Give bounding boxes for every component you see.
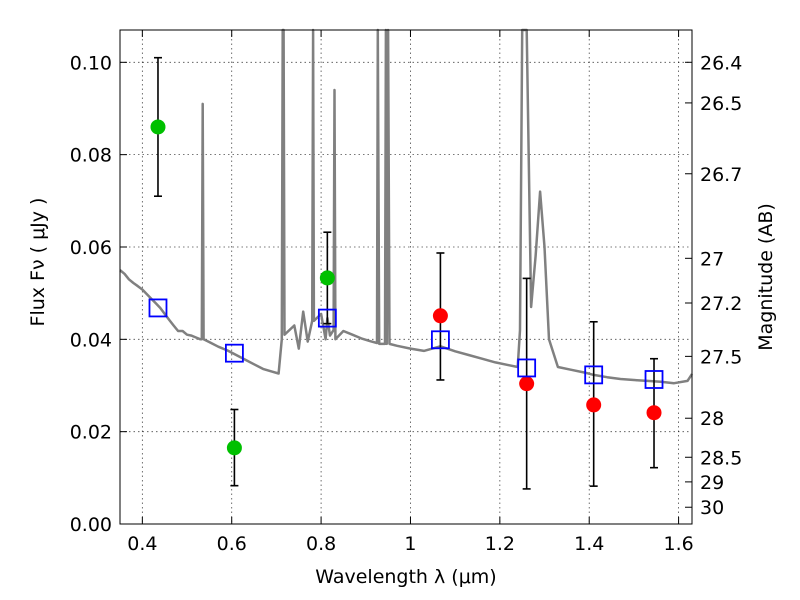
x-tick-label: 1.6 <box>663 533 693 555</box>
model-square-marker <box>431 330 450 350</box>
template-sed-line <box>119 28 694 385</box>
y-tick-label: 0.08 <box>70 145 112 167</box>
model-square-marker <box>224 343 244 363</box>
observed-red-point <box>519 376 535 392</box>
plot-frame <box>119 29 693 525</box>
magnitude-axis-ticks: 26.4 26.5 26.7 27 27.2 27.5 28 28.5 29 30 <box>685 52 742 519</box>
x-tick-label: 0.6 <box>217 533 247 555</box>
error-bars <box>153 56 659 490</box>
magnitude-tick-label: 26.4 <box>700 52 742 74</box>
magnitude-tick-label: 27 <box>700 248 724 270</box>
x-axis-ticks: 0.4 0.6 0.8 1 1.2 1.4 1.6 <box>127 30 694 555</box>
model-square-marker <box>517 358 537 378</box>
magnitude-tick-label: 27.5 <box>700 346 742 368</box>
x-tick-label: 1.2 <box>485 533 515 555</box>
y-tick-label: 0.06 <box>70 237 112 259</box>
template-sed-path <box>119 28 694 385</box>
model-square-marker <box>148 298 168 318</box>
magnitude-tick-label: 30 <box>700 497 724 519</box>
y-axis-label: Flux Fν ( μJy ) <box>27 198 49 327</box>
x-tick-label: 1 <box>404 533 416 555</box>
x-tick-label: 0.4 <box>127 533 157 555</box>
y-axis-ticks: 0.00 0.02 0.04 0.06 0.08 0.10 <box>70 52 127 536</box>
magnitude-axis-label: Magnitude (AB) <box>755 203 777 351</box>
model-square-marker <box>584 365 604 385</box>
magnitude-tick-label: 28.5 <box>700 447 742 469</box>
grid <box>120 30 692 525</box>
data-points <box>148 119 664 456</box>
magnitude-tick-label: 27.2 <box>700 293 742 315</box>
magnitude-tick-label: 28 <box>700 408 724 430</box>
y-tick-label: 0.00 <box>70 514 112 536</box>
x-tick-label: 0.8 <box>306 533 336 555</box>
magnitude-tick-label: 26.5 <box>700 93 742 115</box>
model-square-marker <box>317 308 337 328</box>
x-tick-label: 1.4 <box>574 533 604 555</box>
y-tick-label: 0.02 <box>70 422 112 444</box>
magnitude-tick-label: 26.7 <box>700 164 742 186</box>
y-tick-label: 0.10 <box>70 52 112 74</box>
observed-green-point <box>226 440 242 456</box>
x-axis-label: Wavelength λ (μm) <box>315 566 496 588</box>
magnitude-tick-label: 29 <box>700 472 724 494</box>
observed-green-point <box>150 119 166 135</box>
observed-green-point <box>319 270 335 286</box>
model-square-marker <box>644 370 664 389</box>
observed-red-point <box>432 308 448 324</box>
observed-red-point <box>646 405 662 421</box>
observed-red-point <box>586 397 602 413</box>
y-tick-label: 0.04 <box>70 329 112 351</box>
